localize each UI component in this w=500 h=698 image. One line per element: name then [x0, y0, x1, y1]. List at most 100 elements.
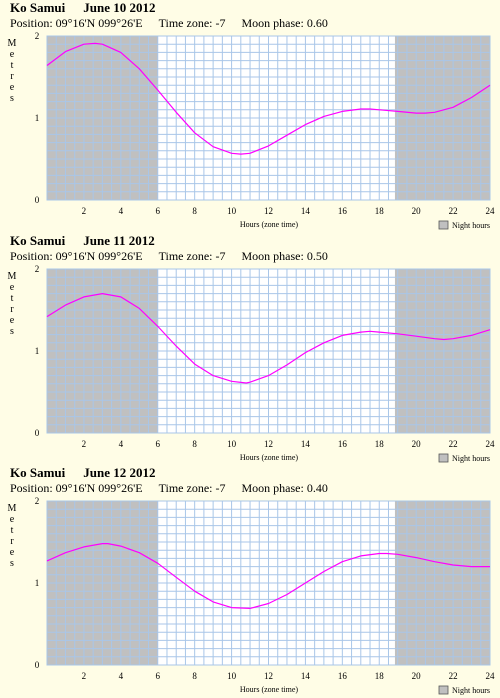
tide-panel: Ko Samui June 10 2012 Position: 09°16'N 0…: [0, 0, 500, 232]
y-tick-label: 2: [35, 31, 40, 41]
y-tick-label: 0: [35, 428, 40, 438]
legend-swatch-night: [438, 685, 449, 695]
plot-frame: [46, 268, 491, 434]
moon-phase-text: Moon phase: 0.50: [241, 249, 328, 263]
x-tick-label: 14: [301, 439, 311, 449]
timezone-text: Time zone: -7: [158, 249, 226, 263]
x-tick-label: 14: [301, 206, 311, 216]
legend-label-night: Night hours: [452, 686, 490, 695]
plot-frame: [46, 35, 491, 201]
y-axis-label-letter: t: [11, 525, 14, 536]
position-text: Position: 09°16'N 099°26'E: [10, 481, 143, 495]
panel-title: Ko Samui June 12 2012: [10, 465, 156, 481]
x-tick-label: 14: [301, 671, 311, 681]
y-axis-label-letter: e: [10, 315, 15, 326]
x-tick-label: 8: [192, 206, 197, 216]
x-tick-label: 6: [156, 206, 161, 216]
x-tick-label: 12: [264, 671, 273, 681]
x-tick-label: 10: [227, 206, 237, 216]
x-tick-label: 24: [486, 671, 496, 681]
panel-date: June 10 2012: [83, 0, 156, 15]
panel-date: June 11 2012: [83, 233, 155, 248]
x-tick-label: 12: [264, 206, 273, 216]
tide-panel: Ko Samui June 12 2012 Position: 09°16'N 0…: [0, 465, 500, 697]
y-axis-label-letter: e: [10, 547, 15, 558]
y-tick-label: 1: [35, 113, 40, 123]
panel-info: Position: 09°16'N 099°26'E Time zone: -7 M…: [10, 481, 344, 496]
tide-curve: [46, 292, 491, 384]
legend-swatch-night: [438, 220, 449, 230]
y-axis-label-letter: r: [10, 71, 14, 82]
location-name: Ko Samui: [10, 465, 66, 480]
x-tick-label: 2: [82, 439, 87, 449]
x-tick-label: 16: [338, 439, 348, 449]
y-axis-label-letter: s: [10, 93, 14, 104]
y-tick-label: 2: [35, 264, 40, 274]
x-tick-label: 20: [412, 671, 422, 681]
x-axis-label: Hours (zone time): [240, 685, 299, 694]
legend-label-night: Night hours: [452, 221, 490, 230]
x-tick-label: 2: [82, 206, 87, 216]
location-name: Ko Samui: [10, 233, 66, 248]
x-axis-label: Hours (zone time): [240, 453, 299, 462]
x-tick-label: 18: [375, 439, 385, 449]
y-axis-label-letter: M: [8, 271, 17, 282]
y-axis-label-letter: s: [10, 558, 14, 569]
y-axis-label-letter: t: [11, 293, 14, 304]
location-name: Ko Samui: [10, 0, 66, 15]
x-tick-label: 6: [156, 671, 161, 681]
panel-title: Ko Samui June 10 2012: [10, 0, 156, 16]
x-tick-label: 24: [486, 439, 496, 449]
x-tick-label: 20: [412, 439, 422, 449]
tide-curve: [46, 42, 491, 155]
tide-panel: Ko Samui June 11 2012 Position: 09°16'N 0…: [0, 233, 500, 465]
x-tick-label: 12: [264, 439, 273, 449]
y-axis-label-letter: M: [8, 503, 17, 514]
x-tick-label: 8: [192, 439, 197, 449]
timezone-text: Time zone: -7: [158, 16, 226, 30]
y-tick-label: 2: [35, 496, 40, 506]
y-axis-label-letter: e: [10, 49, 15, 60]
x-axis-label: Hours (zone time): [240, 220, 299, 229]
y-axis-label-letter: M: [8, 38, 17, 49]
timezone-text: Time zone: -7: [158, 481, 226, 495]
tide-curve: [46, 542, 490, 609]
y-axis-label-letter: e: [10, 82, 15, 93]
x-tick-label: 18: [375, 206, 385, 216]
x-tick-label: 10: [227, 671, 237, 681]
x-tick-label: 16: [338, 206, 348, 216]
panel-info: Position: 09°16'N 099°26'E Time zone: -7 M…: [10, 249, 344, 264]
x-tick-label: 8: [192, 671, 197, 681]
y-axis-label-letter: r: [10, 536, 14, 547]
y-axis-label-letter: s: [10, 326, 14, 337]
panel-title: Ko Samui June 11 2012: [10, 233, 155, 249]
y-axis-label-letter: e: [10, 282, 15, 293]
x-tick-label: 2: [82, 671, 87, 681]
x-tick-label: 10: [227, 439, 237, 449]
panel-date: June 12 2012: [83, 465, 156, 480]
x-tick-label: 4: [119, 671, 124, 681]
moon-phase-text: Moon phase: 0.60: [241, 16, 328, 30]
y-tick-label: 1: [35, 346, 40, 356]
x-tick-label: 4: [119, 439, 124, 449]
plot-frame: [46, 500, 491, 666]
y-tick-label: 1: [35, 578, 40, 588]
x-tick-label: 24: [486, 206, 496, 216]
x-tick-label: 16: [338, 671, 348, 681]
x-tick-label: 6: [156, 439, 161, 449]
x-tick-label: 22: [449, 671, 458, 681]
panel-info: Position: 09°16'N 099°26'E Time zone: -7 M…: [10, 16, 344, 31]
y-tick-label: 0: [35, 195, 40, 205]
y-axis-label-letter: r: [10, 304, 14, 315]
y-axis-label-letter: e: [10, 514, 15, 525]
x-tick-label: 22: [449, 206, 458, 216]
position-text: Position: 09°16'N 099°26'E: [10, 249, 143, 263]
y-tick-label: 0: [35, 660, 40, 670]
x-tick-label: 4: [119, 206, 124, 216]
x-tick-label: 18: [375, 671, 385, 681]
x-tick-label: 22: [449, 439, 458, 449]
